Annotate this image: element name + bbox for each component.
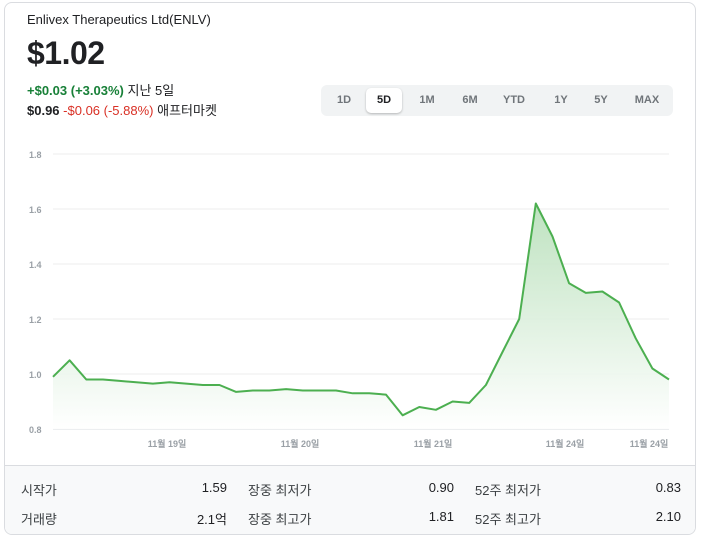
stat-label: 시작가 [21, 483, 57, 498]
stat-52w-high: 52주 최고가 2.10 [475, 509, 681, 527]
x-tick-label: 11월 24일 [630, 438, 669, 449]
period-change-row: +$0.03 (+3.03%) 지난 5일 [27, 80, 174, 99]
x-tick-label: 11월 19일 [148, 438, 187, 449]
y-tick-label: 1.0 [29, 370, 42, 380]
period-label: 지난 5일 [127, 83, 175, 98]
stat-value: 2.10 [655, 509, 681, 524]
price-line [52, 202, 670, 417]
stat-value: 1.81 [428, 509, 454, 524]
stat-day-high: 장중 최고가 1.81 [248, 509, 454, 527]
x-tick-label: 11월 24일 [546, 438, 585, 449]
range-6m-button[interactable]: 6M [462, 94, 478, 106]
price-chart: 1.8 1.6 1.4 1.2 1.0 0.8 11월 19일 11월 20일 11월 21일… [29, 150, 670, 449]
y-tick-label: 1.4 [29, 260, 42, 270]
y-tick-label: 1.8 [29, 150, 42, 160]
range-5d-button[interactable]: 5D [366, 88, 402, 113]
y-tick-label: 1.6 [29, 205, 42, 215]
stat-label: 장중 최고가 [248, 512, 312, 527]
stat-value: 2.1억 [196, 512, 227, 527]
stat-day-low: 장중 최저가 0.90 [248, 480, 454, 498]
period-change: +$0.03 (+3.03%) [27, 83, 124, 98]
y-tick-label: 1.2 [29, 315, 42, 325]
range-ytd-button[interactable]: YTD [503, 94, 525, 106]
current-price: $1.02 [27, 35, 105, 71]
stat-volume: 거래량 2.1억 [21, 509, 227, 527]
after-hours-change: -$0.06 (-5.88%) [63, 103, 154, 118]
stat-open: 시작가 1.59 [21, 480, 227, 498]
stat-label: 52주 최고가 [475, 512, 541, 527]
stat-label: 52주 최저가 [475, 483, 541, 498]
after-hours-price: $0.96 [27, 103, 60, 118]
stats-panel: 시작가 1.59 장중 최저가 0.90 52주 최저가 0.83 거래량 2.… [5, 465, 695, 534]
range-selector: 1D 5D 1M 6M YTD 1Y 5Y MAX [321, 85, 673, 116]
stat-label: 거래량 [21, 512, 57, 527]
stat-value: 0.83 [655, 480, 681, 495]
x-tick-label: 11월 21일 [414, 438, 453, 449]
range-1m-button[interactable]: 1M [419, 94, 435, 106]
range-max-button[interactable]: MAX [634, 94, 660, 106]
stat-label: 장중 최저가 [248, 483, 312, 498]
range-1d-button[interactable]: 1D [336, 94, 352, 106]
price-area-fill [53, 203, 669, 429]
x-tick-label: 11월 20일 [281, 438, 320, 449]
after-hours-row: $0.96 -$0.06 (-5.88%) 애프터마켓 [27, 100, 217, 119]
after-hours-label: 애프터마켓 [157, 103, 217, 118]
stock-card: Enlivex Therapeutics Ltd(ENLV) $1.02 +$0… [4, 2, 696, 535]
stat-value: 1.59 [201, 480, 227, 495]
stock-title: Enlivex Therapeutics Ltd(ENLV) [27, 12, 211, 27]
stat-value: 0.90 [428, 480, 454, 495]
range-1y-button[interactable]: 1Y [554, 94, 568, 106]
y-tick-label: 0.8 [29, 425, 42, 435]
stat-52w-low: 52주 최저가 0.83 [475, 480, 681, 498]
range-5y-button[interactable]: 5Y [594, 94, 608, 106]
